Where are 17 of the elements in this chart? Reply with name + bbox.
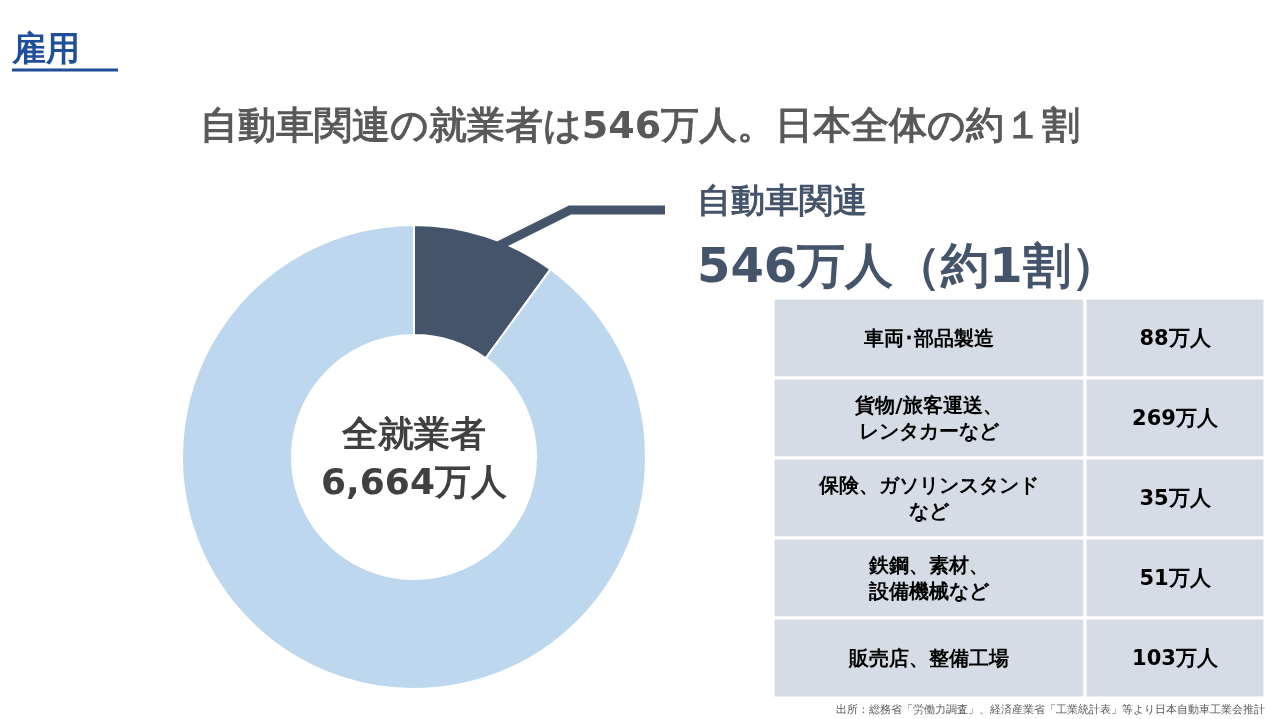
category-label: 鉄鋼、素材、設備機械など: [868, 553, 990, 603]
text: 出所：総務省「労働力調査」、経済産業省「工業統計表」等より日本自動車工業会推計: [836, 702, 1265, 716]
text: 88万人: [1139, 326, 1211, 350]
text: 51万人: [1139, 566, 1211, 590]
text: 269万人: [1132, 406, 1218, 430]
text: 546万人（約1割）: [697, 237, 1119, 293]
slice-label: 自動車関連: [697, 180, 867, 220]
text: 35万人: [1139, 486, 1211, 510]
donut-slice: [181, 224, 647, 690]
text: 全就業者 6,664万人: [321, 412, 507, 502]
category-label: 貨物/旅客運送、レンタカーなど: [854, 393, 1003, 443]
category-label: 車両･部品製造: [863, 326, 994, 350]
category-label: 販売店、整備工場: [848, 646, 1009, 670]
chart-subtitle: 自動車関連の就業者は546万人。日本全体の約１割: [199, 103, 1081, 147]
text: 103万人: [1132, 646, 1218, 670]
category-label: 保険、ガソリンスタンドなど: [818, 473, 1039, 523]
chart-title: 雇用: [11, 28, 80, 68]
